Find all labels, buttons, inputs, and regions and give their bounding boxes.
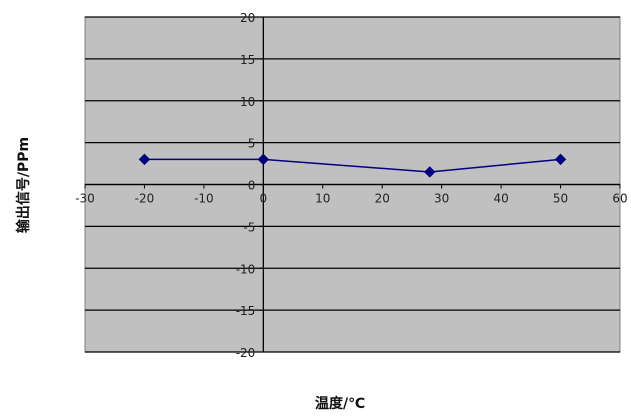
y-tick-label: 10 [240, 95, 255, 109]
x-tick-label: 0 [260, 192, 268, 206]
data-point-marker [138, 153, 151, 166]
y-tick-label: 20 [240, 11, 255, 25]
x-tick-label: 60 [612, 192, 627, 206]
x-tick-label: 30 [434, 192, 449, 206]
tick-labels: -30 -20 -10 0 10 20 30 40 50 60 -20 -15 -10 -5 0 5 10 15 2… [75, 11, 627, 360]
x-tick-label: -20 [135, 192, 155, 206]
x-tick-label: 50 [553, 192, 568, 206]
x-tick-label: 40 [493, 192, 508, 206]
series-line [144, 158, 561, 173]
x-tick-label: -30 [75, 192, 95, 206]
data-point-marker [424, 166, 436, 178]
y-tick-label: -15 [236, 304, 256, 318]
y-tick-label: 5 [248, 137, 256, 151]
x-tick-label: 10 [315, 192, 330, 206]
x-tick-label: 20 [375, 192, 390, 206]
data-point-marker [257, 153, 270, 166]
data-point-marker [554, 153, 567, 166]
x-axis-title: 温度/℃ [315, 395, 365, 412]
x-tick-label: -10 [194, 192, 214, 206]
y-tick-label: -5 [243, 220, 255, 234]
y-tick-label: -10 [236, 262, 256, 276]
axes [84, 16, 621, 353]
y-tick-label: 0 [248, 179, 256, 193]
grid-lines [85, 16, 620, 353]
y-axis-title: 输出信号/PPm [15, 137, 32, 233]
y-tick-label: 15 [240, 53, 255, 67]
y-tick-label: -20 [236, 346, 256, 360]
series-group [138, 153, 567, 178]
